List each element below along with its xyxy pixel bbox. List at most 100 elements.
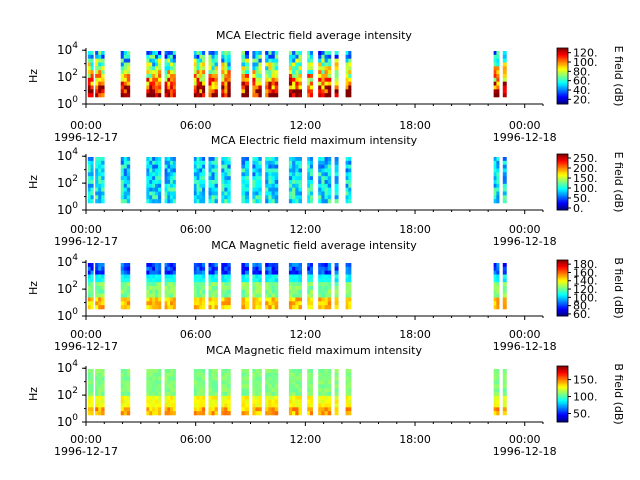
heatmap-cell [227, 160, 231, 165]
colorbar: 20.40.60.80.100.120. E field (dB) [556, 46, 625, 106]
heatmap-cell [172, 199, 176, 204]
heatmap-cell [327, 369, 332, 374]
heatmap-cell [252, 388, 256, 393]
colorbar-step [557, 170, 568, 173]
heatmap-cell [164, 54, 168, 59]
heatmap-cell [123, 395, 128, 400]
heatmap-cell [208, 199, 212, 204]
heatmap-cell [202, 392, 206, 397]
heatmap-cell [345, 301, 349, 306]
colorbar-step [557, 73, 568, 75]
heatmap-cell [327, 263, 332, 268]
heatmap-cell [288, 388, 293, 393]
heatmap-cell [321, 74, 325, 79]
heatmap-cell [193, 274, 197, 279]
heatmap-cell [255, 74, 259, 79]
heatmap-cell [321, 62, 325, 67]
heatmap-cell [199, 93, 203, 98]
heatmap-cell [170, 297, 174, 302]
heatmap-cell [193, 66, 197, 71]
heatmap-cell [292, 172, 296, 177]
heatmap-cell [152, 66, 156, 71]
heatmap-cell [221, 187, 225, 192]
heatmap-cell [292, 93, 296, 98]
heatmap-cell [298, 395, 302, 400]
heatmap-cell [334, 89, 339, 94]
heatmap-cell [208, 392, 212, 397]
heatmap-cell [348, 266, 352, 271]
heatmap-cell [295, 369, 299, 374]
heatmap-cell [258, 81, 262, 86]
heatmap-cell [120, 270, 125, 275]
data-segment [252, 369, 262, 416]
heatmap-cell [170, 199, 174, 204]
heatmap-cell [152, 407, 156, 412]
heatmap-cell [295, 407, 299, 412]
y-tick-label-exponent: 0 [72, 95, 78, 105]
heatmap-cell [245, 289, 249, 294]
heatmap-cell [258, 286, 262, 291]
colorbar-step [557, 392, 568, 395]
heatmap-cell [172, 164, 176, 169]
heatmap-cell [146, 62, 150, 67]
heatmap-cell [241, 263, 246, 268]
heatmap-cell [274, 62, 279, 67]
colorbar-tick-label: 80. [573, 300, 591, 313]
heatmap-cell [327, 403, 332, 408]
heatmap-cell [172, 266, 176, 271]
heatmap-cell [202, 305, 206, 310]
heatmap-cell [224, 180, 228, 185]
heatmap-cell [158, 176, 162, 181]
colorbar-step [557, 274, 568, 276]
colorbar-step [557, 74, 568, 77]
heatmap-cell [502, 54, 507, 59]
heatmap-cell [155, 274, 159, 279]
heatmap-cell [211, 164, 215, 169]
heatmap-cell [298, 89, 302, 94]
heatmap-cell [307, 372, 311, 377]
heatmap-cell [321, 263, 325, 268]
heatmap-cell [241, 392, 246, 397]
heatmap-cell [158, 70, 162, 75]
heatmap-cell [241, 403, 246, 408]
heatmap-cell [252, 395, 256, 400]
data-segment [221, 369, 231, 416]
heatmap-cell [274, 289, 279, 294]
heatmap-cell [95, 297, 99, 302]
heatmap-cell [345, 180, 349, 185]
heatmap-cell [167, 297, 171, 302]
heatmap-cell [202, 199, 206, 204]
heatmap-cell [252, 266, 256, 271]
heatmap-cell [196, 297, 200, 302]
heatmap-cell [164, 270, 168, 275]
heatmap-cell [265, 89, 269, 94]
heatmap-cell [123, 399, 128, 404]
heatmap-cell [123, 266, 128, 271]
heatmap-cell [155, 199, 159, 204]
heatmap-cell [502, 176, 507, 181]
heatmap-cell [164, 305, 168, 310]
heatmap-cell [98, 54, 102, 59]
heatmap-cell [193, 411, 197, 416]
heatmap-cell [321, 51, 325, 56]
heatmap-cell [268, 199, 272, 204]
colorbar-step [557, 155, 568, 158]
heatmap-cell [268, 176, 272, 181]
heatmap-cell [202, 384, 206, 389]
heatmap-cell [288, 305, 293, 310]
data-segment [493, 157, 500, 204]
heatmap-cell [298, 191, 302, 196]
heatmap-cell [199, 266, 203, 271]
heatmap-cell [146, 85, 150, 90]
heatmap-cell [170, 270, 174, 275]
heatmap-cell [493, 199, 497, 204]
heatmap-cell [271, 62, 276, 67]
heatmap-cell [345, 266, 349, 271]
heatmap-cell [196, 191, 200, 196]
colorbar-step [557, 302, 568, 304]
heatmap-cell [152, 384, 156, 389]
heatmap-cell [221, 160, 225, 165]
heatmap-cell [252, 187, 256, 192]
heatmap-cell [309, 384, 313, 389]
heatmap-cell [221, 407, 225, 412]
